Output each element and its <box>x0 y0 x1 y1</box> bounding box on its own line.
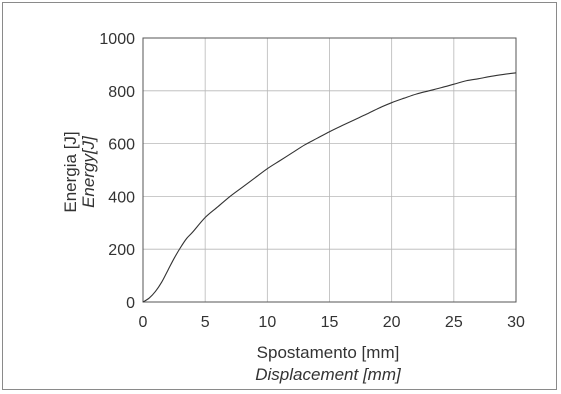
x-tick-label: 0 <box>139 314 148 331</box>
y-axis-title-english: Energy[J] <box>79 135 98 208</box>
x-tick-label: 10 <box>258 314 276 331</box>
y-tick-label: 800 <box>108 84 135 101</box>
x-tick-label: 15 <box>321 314 339 331</box>
y-tick-label: 1000 <box>99 31 135 48</box>
y-tick-label: 400 <box>108 189 135 206</box>
x-axis-title-english: Displacement [mm] <box>255 365 402 384</box>
grid <box>143 38 516 302</box>
y-tick-label: 600 <box>108 137 135 154</box>
tick-labels: 0 5 10 15 20 25 30 0 200 400 600 800 1000 <box>99 31 525 331</box>
y-tick-label: 200 <box>108 242 135 259</box>
x-tick-label: 25 <box>445 314 463 331</box>
x-tick-label: 20 <box>383 314 401 331</box>
x-tick-label: 5 <box>201 314 210 331</box>
energy-curve <box>142 72 517 303</box>
y-tick-label: 0 <box>126 295 135 312</box>
series-layer <box>142 72 517 303</box>
x-tick-label: 30 <box>507 314 525 331</box>
x-axis-title: Spostamento [mm] <box>257 343 400 362</box>
y-axis-title: Energia [J] <box>61 131 80 212</box>
plot-area-border <box>142 37 517 303</box>
